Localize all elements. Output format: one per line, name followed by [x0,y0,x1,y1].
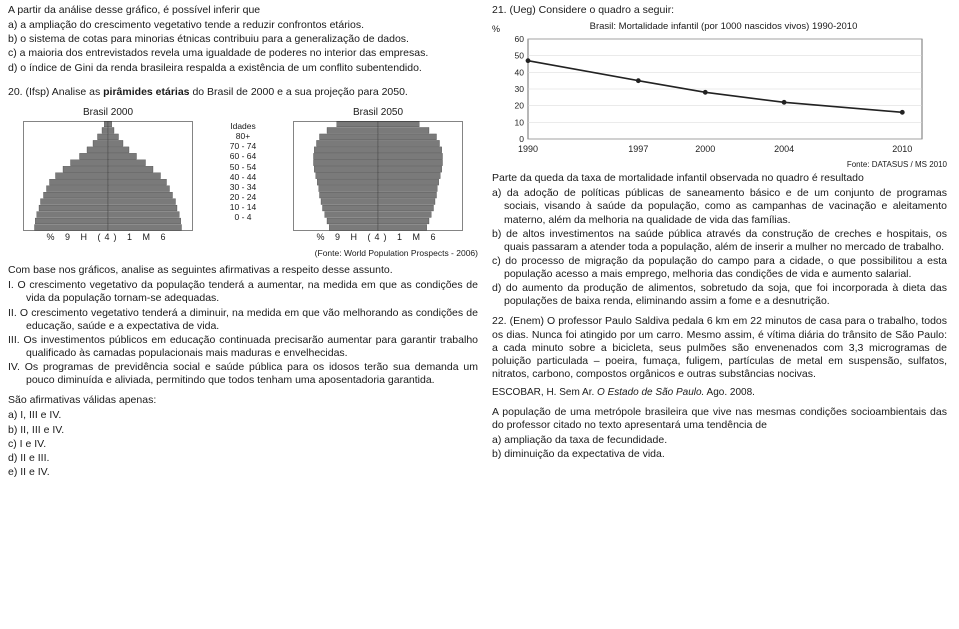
chart-source: Fonte: DATASUS / MS 2010 [492,160,947,170]
svg-text:0: 0 [519,134,524,144]
pyramid-2000-axis: % 9 H (4) 1 M 6 [8,232,208,243]
idade-label: 0 - 4 [222,212,264,222]
svg-text:10: 10 [515,117,525,127]
axis-pct-right: % [316,232,328,242]
mortality-line-chart: 605040302010019901997200020042010 [500,35,930,155]
q20-valid: São afirmativas válidas apenas: [8,394,478,407]
q20-opt-c: c) I e IV. [8,438,478,451]
svg-text:60: 60 [515,35,525,44]
chart-title: Brasil: Mortalidade infantil (por 1000 n… [500,21,947,33]
pyramid-2050-svg [293,121,463,231]
q21-opt-a: a) da adoção de políticas públicas de sa… [492,187,947,226]
chart-pct: % [492,21,500,35]
idades-title: Idades [222,121,264,131]
q21-body: Parte da queda da taxa de mortalidade in… [492,172,947,185]
q21-chart: % Brasil: Mortalidade infantil (por 1000… [492,21,947,170]
q20-opt-e: e) II e IV. [8,466,478,479]
q22-head: 22. (Enem) O professor Paulo Saldiva ped… [492,315,947,381]
q20-head: 20. (Ifsp) Analise as pirâmides etárias … [8,86,478,99]
pyramid-2050-axis: % 9 H (4) 1 M 6 [278,232,478,243]
idade-label: 50 - 54 [222,162,264,172]
q20-stmt-i: I. O crescimento vegetativo da população… [8,279,478,305]
pyramid-2000: Brasil 2000 % 9 H (4) 1 M 6 [8,107,208,244]
axis-text-right: 9 H (4) 1 M 6 [335,232,440,242]
q20-stmt-iii: III. Os investimentos públicos em educaç… [8,334,478,360]
svg-text:20: 20 [515,101,525,111]
q21-opt-b: b) de altos investimentos na saúde públi… [492,228,947,254]
svg-text:40: 40 [515,67,525,77]
q20-head-post: do Brasil de 2000 e a sua projeção para … [190,86,408,98]
q19-opt-b: b) o sistema de cotas para minorias étni… [8,33,478,46]
svg-text:50: 50 [515,51,525,61]
ref-ital: O Estado de São Paulo. [597,387,704,398]
q20-opt-d: d) II e III. [8,452,478,465]
pyramid-2050-title: Brasil 2050 [278,107,478,120]
idade-label: 20 - 24 [222,192,264,202]
axis-text-left: 9 H (4) 1 M 6 [65,232,170,242]
idade-label: 80+ [222,131,264,141]
q21-opt-d: d) do aumento da produção de alimentos, … [492,282,947,308]
ref-date: Ago. 2008. [704,387,755,398]
idades-column: Idades 80+70 - 7460 - 6450 - 5440 - 4430… [222,107,264,244]
svg-text:2010: 2010 [892,144,912,154]
pyramids-container: Brasil 2000 % 9 H (4) 1 M 6 Idades 80+70… [8,107,478,244]
idade-label: 40 - 44 [222,172,264,182]
q21-head: 21. (Ueg) Considere o quadro a seguir: [492,4,947,17]
idade-label: 10 - 14 [222,202,264,212]
right-column: 21. (Ueg) Considere o quadro a seguir: %… [492,4,947,625]
pyramid-2000-svg [23,121,193,231]
q22-ref: ESCOBAR, H. Sem Ar. O Estado de São Paul… [492,387,947,400]
q20-opt-b: b) II, III e IV. [8,424,478,437]
q20-body: Com base nos gráficos, analise as seguin… [8,264,478,277]
idade-label: 30 - 34 [222,182,264,192]
svg-text:1990: 1990 [518,144,538,154]
left-column: A partir da análise desse gráfico, é pos… [8,4,478,625]
q19-opt-a: a) a ampliação do crescimento vegetativo… [8,19,478,32]
q20-head-bold: pirâmides etárias [103,86,189,98]
idade-label: 70 - 74 [222,141,264,151]
q20-stmt-iv: IV. Os programas de previdência social e… [8,361,478,387]
ref-author: ESCOBAR, H. Sem Ar. [492,387,597,398]
q19-opt-c: c) a maioria dos entrevistados revela um… [8,47,478,60]
q22-opt-b: b) diminuição da expectativa de vida. [492,448,947,461]
svg-text:2004: 2004 [774,144,794,154]
q20-head-pre: 20. (Ifsp) Analise as [8,86,103,98]
svg-text:2000: 2000 [695,144,715,154]
svg-text:1997: 1997 [628,144,648,154]
axis-pct-left: % [46,232,58,242]
svg-text:30: 30 [515,84,525,94]
q19-intro: A partir da análise desse gráfico, é pos… [8,4,478,17]
q19-opt-d: d) o índice de Gini da renda brasileira … [8,62,478,75]
q20-opt-a: a) I, III e IV. [8,409,478,422]
idade-label: 60 - 64 [222,151,264,161]
q20-stmt-ii: II. O crescimento vegetativo tenderá a d… [8,307,478,333]
q21-opt-c: c) do processo de migração da população … [492,255,947,281]
pyramid-2000-title: Brasil 2000 [8,107,208,120]
q22-body2: A população de uma metrópole brasileira … [492,406,947,432]
pyramid-2050: Brasil 2050 % 9 H (4) 1 M 6 [278,107,478,244]
idades-list: 80+70 - 7460 - 6450 - 5440 - 4430 - 3420… [222,131,264,223]
q22-opt-a: a) ampliação da taxa de fecundidade. [492,434,947,447]
pyramid-source: (Fonte: World Population Prospects - 200… [8,248,478,259]
